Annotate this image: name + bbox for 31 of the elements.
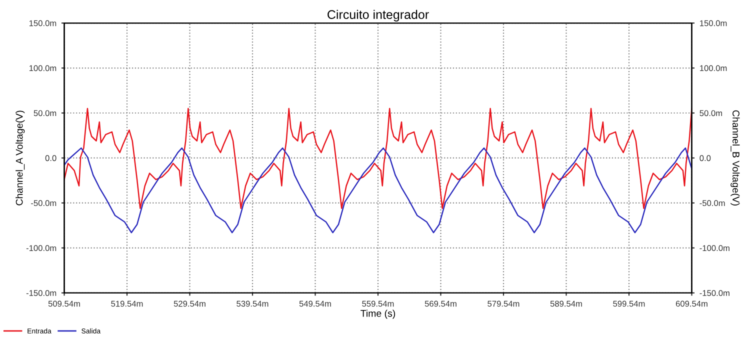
line-series <box>64 108 692 209</box>
y2-tick-label: -100.0m <box>700 245 730 252</box>
x-tick-label: 569.54m <box>424 300 456 307</box>
y-tick-label: 100.0m <box>29 65 56 72</box>
y2-tick-label: 0.0 <box>700 155 711 162</box>
y-tick-label: -100.0m <box>26 245 56 252</box>
x-tick-label: 609.54m <box>676 300 708 307</box>
x-tick-label: 529.54m <box>174 300 206 307</box>
y-tick-label: 0.0 <box>45 155 56 162</box>
y2-tick-label: 50.0m <box>700 110 722 116</box>
y2-tick-label: -50.0m <box>700 200 725 206</box>
line-series <box>64 147 692 234</box>
y2-tick-label: 100.0m <box>700 65 727 72</box>
x-tick-label: 549.54m <box>299 300 331 307</box>
y-tick-label: 150.0m <box>29 20 56 26</box>
y-axis-title: Channel_A Voltage(V) <box>16 110 25 206</box>
y2-tick-label: 150.0m <box>700 20 727 26</box>
x-tick-label: 589.54m <box>550 300 582 307</box>
x-tick-label: 539.54m <box>236 300 268 307</box>
x-tick-label: 599.54m <box>613 300 645 307</box>
y2-tick-label: -150.0m <box>700 290 730 296</box>
y-tick-label: -50.0m <box>31 200 56 206</box>
x-tick-label: 579.54m <box>488 300 520 307</box>
x-axis-title: Time (s) <box>360 310 396 319</box>
x-tick-label: 509.54m <box>48 300 80 307</box>
y-tick-label: 50.0m <box>34 110 56 116</box>
chart-title: Circuito integrador <box>328 10 429 22</box>
y2-axis-title: Channel_B Voltage(V) <box>730 110 740 206</box>
y-tick-label: -150.0m <box>26 290 56 296</box>
x-tick-label: 559.54m <box>362 300 394 307</box>
x-tick-label: 519.54m <box>111 300 143 307</box>
